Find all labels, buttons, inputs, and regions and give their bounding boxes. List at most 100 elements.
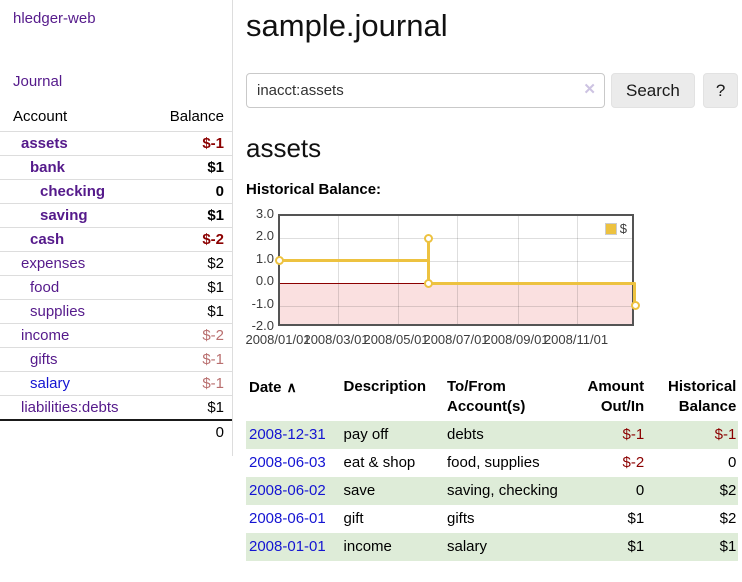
x-tick-label: 2008/05/01 bbox=[363, 332, 429, 347]
account-balance: $-1 bbox=[145, 371, 232, 396]
description-column-header[interactable]: Description bbox=[343, 378, 427, 395]
register-row: 2008-01-01 income salary $1 $1 bbox=[246, 533, 739, 561]
chart-title: Historical Balance: bbox=[246, 181, 382, 198]
transaction-amount: $1 bbox=[627, 510, 645, 527]
account-link-liabilities-debts[interactable]: liabilities:debts bbox=[21, 399, 119, 416]
transaction-amount: 0 bbox=[635, 482, 645, 499]
account-row-food: food $1 bbox=[0, 275, 232, 300]
account-balance: $-1 bbox=[145, 347, 232, 372]
account-row-cash: cash $-2 bbox=[0, 227, 232, 252]
accounts-total-balance: 0 bbox=[145, 419, 232, 444]
gridline bbox=[577, 216, 578, 324]
search-input[interactable] bbox=[246, 73, 605, 108]
help-button[interactable]: ? bbox=[702, 73, 739, 108]
x-tick-label: 2008/11/01 bbox=[543, 332, 609, 347]
transaction-date-link[interactable]: 2008-06-02 bbox=[249, 482, 326, 499]
account-balance: $1 bbox=[145, 155, 232, 180]
register-row: 2008-06-03 eat & shop food, supplies $-2… bbox=[246, 449, 738, 477]
gridline bbox=[398, 216, 399, 324]
search-form: ✕ Search ? bbox=[246, 73, 739, 108]
balance-column-header: Balance bbox=[145, 104, 232, 132]
data-point-marker bbox=[631, 301, 640, 310]
transaction-date-link[interactable]: 2008-12-31 bbox=[249, 426, 326, 443]
transaction-accounts: debts bbox=[447, 426, 484, 443]
account-row-bank: bank $1 bbox=[0, 155, 232, 180]
transaction-balance: $-1 bbox=[714, 426, 737, 443]
transaction-accounts: gifts bbox=[447, 510, 475, 527]
date-column-header[interactable]: Date ∧ bbox=[249, 379, 297, 396]
register-table: Date ∧ Description To/From Account(s) Amo… bbox=[246, 375, 739, 561]
transaction-accounts: saving, checking bbox=[447, 482, 558, 499]
transaction-date-link[interactable]: 2008-06-03 bbox=[249, 454, 326, 471]
transaction-description: eat & shop bbox=[343, 454, 416, 471]
legend-label: $ bbox=[619, 221, 627, 236]
search-box: ✕ bbox=[246, 73, 605, 108]
sidebar-item-journal[interactable]: Journal bbox=[13, 73, 63, 90]
negative-region-fill bbox=[280, 283, 632, 324]
register-row: 2008-12-31 pay off debts $-1 $-1 bbox=[246, 421, 739, 449]
brand-link[interactable]: hledger-web bbox=[13, 10, 96, 27]
y-tick-label: -2.0 bbox=[251, 318, 274, 333]
transaction-accounts: salary bbox=[447, 538, 488, 555]
series-segment bbox=[427, 282, 636, 285]
register-header-row: Date ∧ Description To/From Account(s) Amo… bbox=[246, 375, 738, 421]
account-heading: assets bbox=[246, 133, 322, 163]
account-balance: $-1 bbox=[145, 131, 232, 156]
gridline bbox=[280, 238, 632, 239]
account-balance: 0 bbox=[145, 179, 232, 204]
x-tick-label: 2008/01/01 bbox=[245, 332, 311, 347]
search-button[interactable]: Search bbox=[611, 73, 695, 108]
account-link-checking[interactable]: checking bbox=[40, 183, 106, 200]
account-link-cash[interactable]: cash bbox=[30, 231, 65, 248]
account-link-salary[interactable]: salary bbox=[30, 375, 71, 392]
clear-search-icon[interactable]: ✕ bbox=[583, 81, 596, 98]
account-link-expenses[interactable]: expenses bbox=[21, 255, 86, 272]
account-link-saving[interactable]: saving bbox=[40, 207, 88, 224]
y-tick-label: 2.0 bbox=[255, 228, 274, 243]
data-point-marker bbox=[424, 279, 433, 288]
account-tree-table: Account Balance assets $-1 bank $1 check… bbox=[0, 104, 232, 444]
x-tick-label: 2008/07/01 bbox=[423, 332, 489, 347]
gridline bbox=[457, 216, 458, 324]
series-segment bbox=[633, 282, 636, 307]
register-row: 2008-06-02 save saving, checking 0 $2 bbox=[246, 477, 739, 505]
transaction-balance: $2 bbox=[719, 482, 737, 499]
account-row-salary: salary $-1 bbox=[0, 371, 232, 396]
account-link-bank[interactable]: bank bbox=[30, 159, 66, 176]
account-link-food[interactable]: food bbox=[30, 279, 60, 296]
data-point-marker bbox=[424, 234, 433, 243]
y-tick-label: 1.0 bbox=[255, 251, 274, 266]
account-row-checking: checking 0 bbox=[0, 179, 232, 204]
register-row: 2008-06-01 gift gifts $1 $2 bbox=[246, 505, 738, 533]
account-row-gifts: gifts $-1 bbox=[0, 347, 232, 372]
legend-swatch bbox=[604, 222, 617, 235]
transaction-description: income bbox=[343, 538, 392, 555]
sidebar: hledger-web Journal Account Balance asse… bbox=[0, 0, 233, 456]
amount-column-header[interactable]: Amount Out/In bbox=[587, 378, 645, 415]
account-row-liabilities-debts: liabilities:debts $1 bbox=[0, 395, 232, 421]
account-balance: $-2 bbox=[145, 323, 232, 348]
account-link-income[interactable]: income bbox=[21, 327, 70, 344]
series-segment bbox=[280, 259, 430, 262]
transaction-accounts: food, supplies bbox=[447, 454, 540, 471]
account-row-assets: assets $-1 bbox=[0, 131, 232, 156]
chart-plot-area[interactable]: $ bbox=[275, 214, 640, 326]
account-link-assets[interactable]: assets bbox=[21, 135, 68, 152]
account-link-supplies[interactable]: supplies bbox=[30, 303, 86, 320]
account-balance: $1 bbox=[145, 395, 232, 421]
accounts-column-header[interactable]: To/From Account(s) bbox=[447, 378, 526, 415]
transaction-description: pay off bbox=[343, 426, 389, 443]
account-balance: $2 bbox=[145, 251, 232, 276]
gridline bbox=[280, 306, 632, 307]
balance-column-header[interactable]: Historical Balance bbox=[667, 378, 737, 415]
account-row-income: income $-2 bbox=[0, 323, 232, 348]
transaction-balance: $1 bbox=[719, 538, 737, 555]
sort-asc-icon: ∧ bbox=[286, 379, 297, 395]
account-link-gifts[interactable]: gifts bbox=[30, 351, 58, 368]
account-total-row: 0 bbox=[0, 419, 232, 444]
main-content: sample.journal ✕ Search ? assets Histori… bbox=[233, 0, 742, 561]
transaction-date-link[interactable]: 2008-06-01 bbox=[249, 510, 326, 527]
transaction-date-link[interactable]: 2008-01-01 bbox=[249, 538, 326, 555]
x-tick-label: 2008/03/01 bbox=[303, 332, 369, 347]
transaction-description: save bbox=[343, 482, 376, 499]
